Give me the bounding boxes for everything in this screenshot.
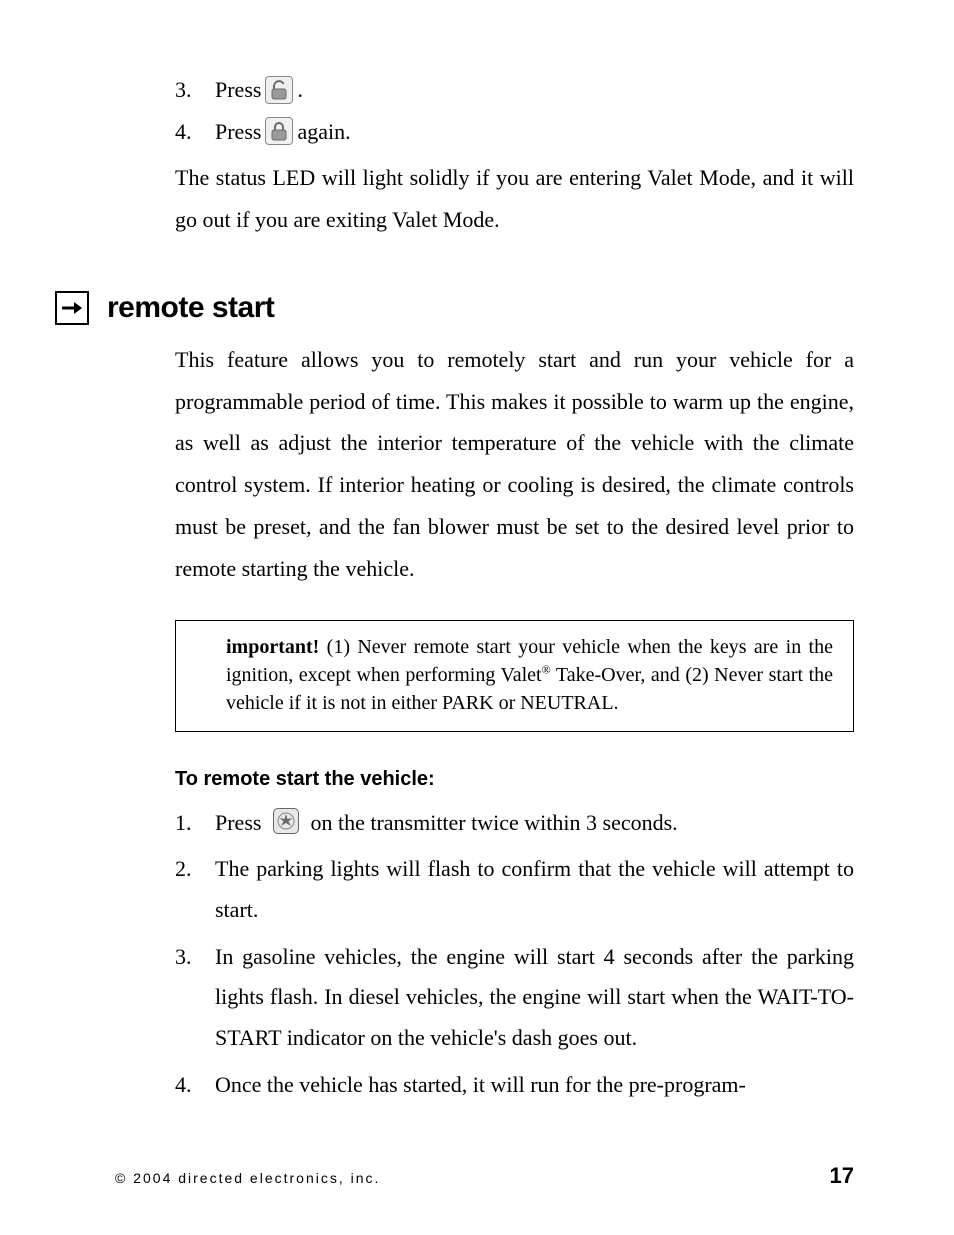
step-3: 3. Press . (175, 70, 854, 110)
remote-step-3: 3. In gasoline vehicles, the engine will… (175, 937, 854, 1059)
step-number: 4. (175, 1065, 215, 1106)
step-text-after: . (297, 70, 303, 110)
section-body: This feature allows you to remotely star… (175, 339, 854, 590)
section-body-wrap: This feature allows you to remotely star… (175, 339, 854, 1106)
step-text: Once the vehicle has started, it will ru… (215, 1065, 854, 1106)
step-text-before: Press (215, 70, 261, 110)
lock-icon (265, 117, 293, 145)
step-text: The parking lights will flash to confirm… (215, 849, 854, 930)
remote-start-subhead: To remote start the vehicle: (175, 768, 854, 791)
unlock-icon (265, 76, 293, 104)
step-text: In gasoline vehicles, the engine will st… (215, 937, 854, 1059)
step-text-after: again. (297, 112, 350, 152)
arrow-icon (55, 291, 89, 325)
section-title: remote start (107, 291, 274, 325)
valet-steps-continued: 3. Press . 4. Press again. The status LE… (175, 70, 854, 241)
step-number: 3. (175, 70, 215, 110)
step-text-after: on the transmitter twice within 3 second… (305, 810, 678, 835)
step-number: 4. (175, 112, 215, 152)
remote-step-1: 1. Press on the transmitter twice within… (175, 803, 854, 844)
step-4: 4. Press again. (175, 112, 854, 152)
important-label: important! (226, 636, 319, 658)
led-paragraph: The status LED will light solidly if you… (175, 157, 854, 241)
step-number: 2. (175, 849, 215, 890)
section-header: remote start (55, 291, 854, 325)
page-footer: © 2004 directed electronics, inc. 17 (115, 1163, 854, 1189)
remote-step-2: 2. The parking lights will flash to conf… (175, 849, 854, 930)
step-text: Press on the transmitter twice within 3 … (215, 803, 854, 844)
remote-step-4: 4. Once the vehicle has started, it will… (175, 1065, 854, 1106)
step-text-before: Press (215, 810, 267, 835)
registered-mark: ® (542, 662, 551, 676)
step-text-before: Press (215, 112, 261, 152)
step-number: 3. (175, 937, 215, 978)
step-number: 1. (175, 803, 215, 844)
page-number: 17 (830, 1163, 854, 1189)
remote-start-steps: 1. Press on the transmitter twice within… (175, 803, 854, 1106)
important-box: important! (1) Never remote start your v… (175, 620, 854, 732)
star-icon (273, 808, 299, 834)
copyright-text: © 2004 directed electronics, inc. (115, 1170, 380, 1186)
